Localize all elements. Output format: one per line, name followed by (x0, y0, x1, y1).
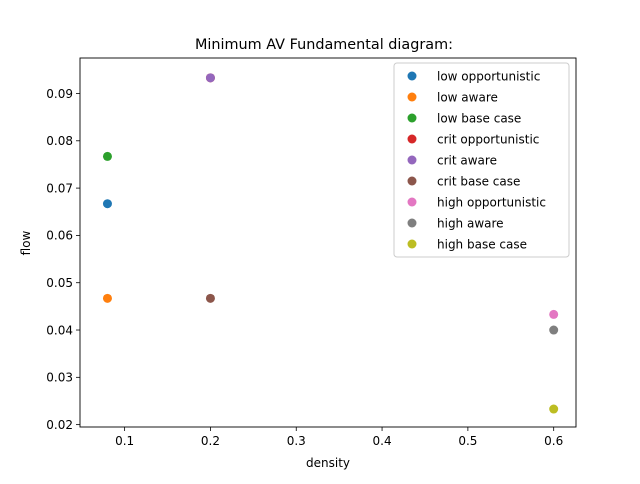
legend-marker (407, 218, 417, 228)
legend-label: high base case (437, 237, 527, 251)
data-point (205, 73, 215, 83)
legend: low opportunistic low aware low base case c… (393, 62, 570, 258)
legend-marker (407, 113, 417, 123)
legend-label: low base case (437, 111, 521, 125)
y-tick-label: 0.07 (46, 181, 73, 195)
legend-label: high aware (437, 216, 504, 230)
plot-frame (79, 57, 577, 428)
legend-label: low opportunistic (437, 69, 540, 83)
x-axis: 0.1 0.2 0.3 0.4 0.5 0.6 (115, 427, 563, 448)
data-point (549, 309, 559, 319)
x-tick-label: 0.4 (373, 434, 392, 448)
legend-marker (407, 134, 417, 144)
legend-marker (407, 176, 417, 186)
data-point (205, 293, 215, 303)
legend-marker (407, 155, 417, 165)
chart-title: Minimum AV Fundamental diagram: (195, 37, 453, 53)
x-tick-label: 0.1 (115, 434, 134, 448)
y-tick-label: 0.02 (46, 418, 73, 432)
x-tick-label: 0.6 (544, 434, 563, 448)
y-tick-label: 0.09 (46, 87, 73, 101)
data-point (549, 325, 559, 335)
legend-label: crit opportunistic (437, 132, 539, 146)
legend-label: high opportunistic (437, 195, 546, 209)
y-tick-label: 0.06 (46, 229, 73, 243)
y-tick-label: 0.08 (46, 134, 73, 148)
legend-marker (407, 239, 417, 249)
legend-label: low aware (437, 90, 498, 104)
y-tick-label: 0.04 (46, 323, 73, 337)
data-point (102, 293, 112, 303)
legend-label: crit aware (437, 153, 497, 167)
y-axis-label: flow (19, 230, 33, 255)
y-tick-label: 0.03 (46, 371, 73, 385)
x-tick-label: 0.3 (287, 434, 306, 448)
legend-marker (407, 197, 417, 207)
x-tick-label: 0.5 (458, 434, 477, 448)
legend-marker (407, 92, 417, 102)
legend-marker (407, 71, 417, 81)
legend-label: crit base case (437, 174, 520, 188)
y-tick-label: 0.05 (46, 276, 73, 290)
data-points (102, 73, 559, 414)
x-tick-label: 0.2 (201, 434, 220, 448)
data-point (102, 151, 112, 161)
data-point (549, 404, 559, 414)
x-axis-label: density (306, 456, 350, 470)
legend-box (393, 62, 570, 258)
y-axis: 0.02 0.03 0.04 0.05 0.06 0.07 0.08 0.09 (46, 87, 80, 432)
data-point (102, 199, 112, 209)
